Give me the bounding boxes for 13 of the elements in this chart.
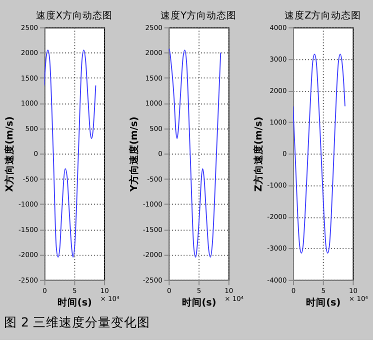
- chart-title: 速度Y方向动态图: [160, 10, 236, 22]
- y-axis-title: X方向速度(m/s): [4, 116, 16, 192]
- y-axis-title: Y方向速度(m/s): [128, 116, 140, 193]
- line-series: [168, 48, 222, 258]
- x-axis-title: 时间(s): [306, 296, 341, 308]
- x-axis-title: 时间(s): [57, 296, 92, 308]
- text: 图 2 三维速度分量变化图: [4, 314, 150, 330]
- line-series: [293, 54, 346, 254]
- y-axis-title: Z方向速度(m/s): [252, 116, 264, 192]
- chart-title: 速度X方向动态图: [36, 10, 113, 22]
- chart-title: 速度Z方向动态图: [284, 10, 362, 22]
- line-series: [44, 50, 96, 258]
- x-axis-title: 时间(s): [182, 296, 216, 308]
